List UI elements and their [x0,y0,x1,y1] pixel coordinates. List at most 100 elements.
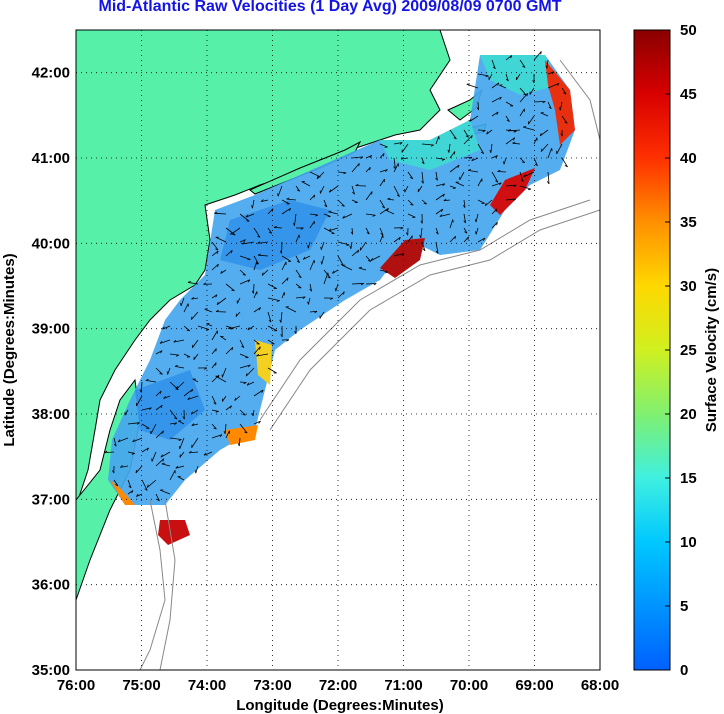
velocity-arrow [379,227,384,236]
velocity-arrow [463,227,468,234]
velocity-arrow [533,137,538,145]
velocity-arrow-head [506,119,510,122]
velocity-arrow-head [175,465,179,469]
velocity-arrow-head [499,96,502,100]
velocity-arrow-head [246,382,250,386]
velocity-arrow-head [182,416,185,420]
velocity-arrow [490,143,493,153]
velocity-arrow-head [259,346,261,350]
velocity-arrow [145,379,157,383]
velocity-arrow [253,346,261,355]
velocity-arrow [365,213,376,216]
velocity-arrow-head [223,430,226,434]
velocity-arrow-head [186,329,190,332]
velocity-arrow-head [512,141,516,144]
velocity-arrow [160,451,171,458]
velocity-arrow [179,437,185,450]
velocity-arrow-head [540,51,542,55]
velocity-arrow [365,155,372,159]
velocity-arrow [220,269,227,274]
velocity-arrow-head [316,176,319,180]
velocity-arrow-head [383,153,385,157]
y-tick-label: 37:00 [32,491,70,508]
velocity-arrow [132,437,143,443]
velocity-arrow [136,395,143,407]
velocity-arrow [215,375,227,383]
velocity-arrow-head [520,179,524,182]
plot-frame [75,29,601,671]
velocity-arrow [491,222,498,229]
velocity-arrow-head [419,234,422,239]
velocity-arrow [215,236,227,243]
velocity-arrow-head [258,307,261,311]
velocity-arrow-head [474,219,477,223]
velocity-arrow [220,335,227,341]
velocity-arrow [239,269,246,276]
velocity-arrow-head [495,155,498,159]
velocity-arrow-head [328,228,332,232]
velocity-arrow [113,437,117,447]
velocity-arrow-head [160,350,163,354]
velocity-arrow [365,255,372,262]
velocity-arrow [491,82,500,89]
velocity-arrow-head [508,128,511,132]
velocity-arrow [280,311,283,323]
velocity-arrow [486,129,493,135]
velocity-arrow [285,306,297,313]
velocity-arrow-head [495,208,498,213]
velocity-arrow-head [423,203,427,205]
velocity-arrow-head [435,177,438,181]
colorbar-tick-label: 45 [680,86,697,103]
velocity-arrow [146,479,157,488]
velocity-arrow-head [439,214,443,217]
velocity-high-patch [225,425,258,445]
velocity-arrow [167,367,171,375]
velocity-arrow [281,199,290,205]
velocity-arrow [239,353,249,358]
velocity-arrow [267,208,274,215]
velocity-arrow [211,250,219,257]
velocity-arrow [178,420,185,425]
velocity-arrow-head [163,395,166,399]
velocity-arrow-head [349,245,352,249]
velocity-arrow [528,115,535,125]
velocity-arrow [234,395,241,401]
velocity-arrow [477,129,486,131]
velocity-arrow-head [532,80,535,84]
velocity-arrow [393,185,400,197]
velocity-arrow-head [442,193,445,197]
colorbar-tick-label: 10 [680,534,697,551]
grid-lines [76,30,600,670]
velocity-arrow [174,366,185,369]
velocity-arrow-head [144,488,148,491]
velocity-arrow-head [261,389,264,393]
velocity-arrow-head [115,484,119,487]
velocity-arrow [455,181,465,187]
velocity-arrow [211,241,219,251]
velocity-arrow-head [296,260,300,263]
velocity-arrow-head [328,189,331,193]
velocity-arrow-head [410,203,414,206]
velocity-arrow [309,310,318,313]
x-axis-label: Longitude (Degrees:Minutes) [236,697,444,714]
velocity-arrow [195,465,199,474]
velocity-arrow [245,367,255,377]
x-axis-ticks: 76:00 75:00 74:00 73:00 72:00 71:00 70:00 69:00… [57,677,619,694]
y-tick-label: 35:00 [32,662,70,679]
velocity-arrow-head [156,498,160,502]
velocity-arrow [337,171,347,174]
velocity-arrow-head [332,270,335,274]
velocity-arrow [379,207,389,215]
velocity-arrow [385,209,395,215]
velocity-arrow [228,325,241,330]
velocity-arrow-head [279,319,282,323]
velocity-arrow-head [230,231,233,235]
velocity-arrow-head [247,364,251,368]
velocity-arrow [323,213,331,217]
velocity-arrow-head [213,427,217,430]
velocity-arrow-head [355,183,359,186]
velocity-arrow [320,241,325,250]
velocity-arrow-head [257,235,261,238]
velocity-arrow [224,423,227,434]
